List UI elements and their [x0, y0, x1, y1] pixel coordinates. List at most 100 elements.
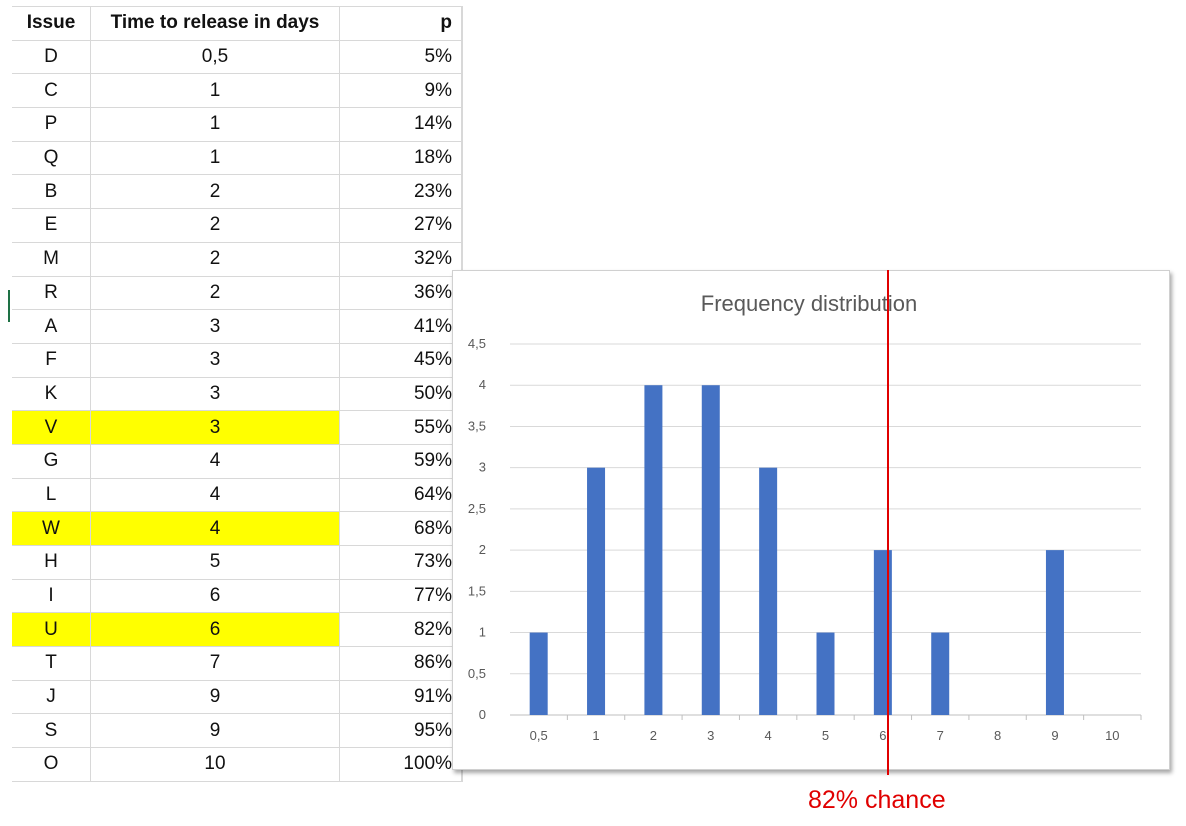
x-tick-label: 0,5: [530, 728, 548, 743]
p-cell[interactable]: 64%: [339, 478, 462, 513]
issue-cell[interactable]: O: [12, 747, 91, 782]
issue-cell[interactable]: U: [12, 612, 91, 648]
empty-column-cell[interactable]: [461, 107, 463, 142]
time-cell[interactable]: 3: [90, 410, 340, 445]
p-cell[interactable]: 77%: [339, 579, 462, 614]
issue-cell[interactable]: V: [12, 410, 91, 445]
issue-cell[interactable]: G: [12, 444, 91, 479]
p-cell[interactable]: 95%: [339, 713, 462, 749]
bar-6[interactable]: [873, 550, 892, 715]
time-cell[interactable]: 0,5: [90, 40, 340, 75]
p-cell[interactable]: 100%: [339, 747, 462, 782]
y-tick-label: 4,5: [468, 336, 486, 351]
issue-cell[interactable]: E: [12, 208, 91, 243]
p-cell[interactable]: 36%: [339, 276, 462, 311]
time-cell[interactable]: 10: [90, 747, 340, 782]
bar-0-5[interactable]: [529, 632, 548, 715]
time-cell[interactable]: 2: [90, 276, 340, 311]
time-cell[interactable]: 4: [90, 511, 340, 546]
issue-cell[interactable]: I: [12, 579, 91, 614]
issue-cell[interactable]: A: [12, 309, 91, 344]
p-cell[interactable]: 5%: [339, 40, 462, 75]
issue-cell[interactable]: C: [12, 73, 91, 109]
time-cell[interactable]: 2: [90, 242, 340, 277]
issue-cell[interactable]: H: [12, 545, 91, 580]
time-cell[interactable]: 1: [90, 141, 340, 176]
empty-column-cell[interactable]: [461, 40, 463, 75]
bar-1[interactable]: [587, 467, 606, 715]
time-cell[interactable]: 9: [90, 713, 340, 749]
p-cell[interactable]: 50%: [339, 377, 462, 412]
x-tick-label: 1: [592, 728, 599, 743]
bar-3[interactable]: [701, 385, 720, 715]
issue-cell[interactable]: F: [12, 343, 91, 378]
bar-2[interactable]: [644, 385, 663, 715]
time-cell[interactable]: 5: [90, 545, 340, 580]
table-row: K 3 50%: [12, 377, 463, 412]
p-cell[interactable]: 23%: [339, 174, 462, 210]
p-cell[interactable]: 73%: [339, 545, 462, 580]
time-cell[interactable]: 1: [90, 107, 340, 142]
issue-cell[interactable]: M: [12, 242, 91, 277]
issue-cell[interactable]: D: [12, 40, 91, 75]
p-cell[interactable]: 14%: [339, 107, 462, 142]
p-cell[interactable]: 18%: [339, 141, 462, 176]
time-cell[interactable]: 9: [90, 680, 340, 715]
x-tick-label: 4: [765, 728, 772, 743]
issue-cell[interactable]: R: [12, 276, 91, 311]
empty-column-cell[interactable]: [461, 174, 463, 210]
chart-frame[interactable]: Frequency distribution 0 0,5 1 1,5 2 2,5 3 3,5 4…: [452, 270, 1170, 770]
x-tick-label: 9: [1051, 728, 1058, 743]
y-tick-label: 1: [479, 625, 486, 640]
header-time-to-release[interactable]: Time to release in days: [90, 6, 340, 41]
bar-4[interactable]: [759, 467, 778, 715]
time-cell[interactable]: 3: [90, 309, 340, 344]
p-cell[interactable]: 82%: [339, 612, 462, 648]
time-cell[interactable]: 3: [90, 343, 340, 378]
issue-cell[interactable]: P: [12, 107, 91, 142]
issue-cell[interactable]: B: [12, 174, 91, 210]
time-cell[interactable]: 2: [90, 208, 340, 243]
issue-cell[interactable]: T: [12, 646, 91, 681]
header-issue[interactable]: Issue: [12, 6, 91, 41]
bar-9[interactable]: [1045, 550, 1064, 715]
p-cell[interactable]: 59%: [339, 444, 462, 479]
p-cell[interactable]: 27%: [339, 208, 462, 243]
issue-cell[interactable]: K: [12, 377, 91, 412]
issue-cell[interactable]: W: [12, 511, 91, 546]
table-row: E 2 27%: [12, 208, 463, 243]
time-cell[interactable]: 7: [90, 646, 340, 681]
empty-column-cell[interactable]: [461, 208, 463, 243]
p-cell[interactable]: 55%: [339, 410, 462, 445]
p-cell[interactable]: 86%: [339, 646, 462, 681]
empty-column-cell[interactable]: [461, 141, 463, 176]
p-cell[interactable]: 45%: [339, 343, 462, 378]
issue-cell[interactable]: Q: [12, 141, 91, 176]
time-cell[interactable]: 1: [90, 73, 340, 109]
empty-column-cell[interactable]: [461, 73, 463, 109]
time-cell[interactable]: 6: [90, 612, 340, 648]
p-cell[interactable]: 32%: [339, 242, 462, 277]
percentile-marker-label: 82% chance: [808, 786, 946, 814]
table-row: M 2 32%: [12, 242, 463, 277]
time-cell[interactable]: 6: [90, 579, 340, 614]
p-cell[interactable]: 68%: [339, 511, 462, 546]
empty-column-cell[interactable]: [461, 6, 463, 41]
issue-cell[interactable]: J: [12, 680, 91, 715]
frequency-chart: Frequency distribution 0 0,5 1 1,5 2 2,5 3 3,5 4…: [468, 291, 1142, 743]
time-cell[interactable]: 4: [90, 444, 340, 479]
p-cell[interactable]: 41%: [339, 309, 462, 344]
bar-7[interactable]: [931, 632, 950, 715]
time-cell[interactable]: 2: [90, 174, 340, 210]
table-row: R 2 36%: [12, 276, 463, 311]
header-p[interactable]: p: [339, 6, 462, 41]
p-cell[interactable]: 91%: [339, 680, 462, 715]
bar-5[interactable]: [816, 632, 835, 715]
table-row: C 1 9%: [12, 73, 463, 109]
p-cell[interactable]: 9%: [339, 73, 462, 109]
time-cell[interactable]: 4: [90, 478, 340, 513]
issue-cell[interactable]: L: [12, 478, 91, 513]
issue-cell[interactable]: S: [12, 713, 91, 749]
table-body: D 0,5 5% C 1 9% P 1 14% Q 1 18% B 2 23% E 2 27% M 2 32% R 2 36%…: [12, 40, 463, 782]
time-cell[interactable]: 3: [90, 377, 340, 412]
